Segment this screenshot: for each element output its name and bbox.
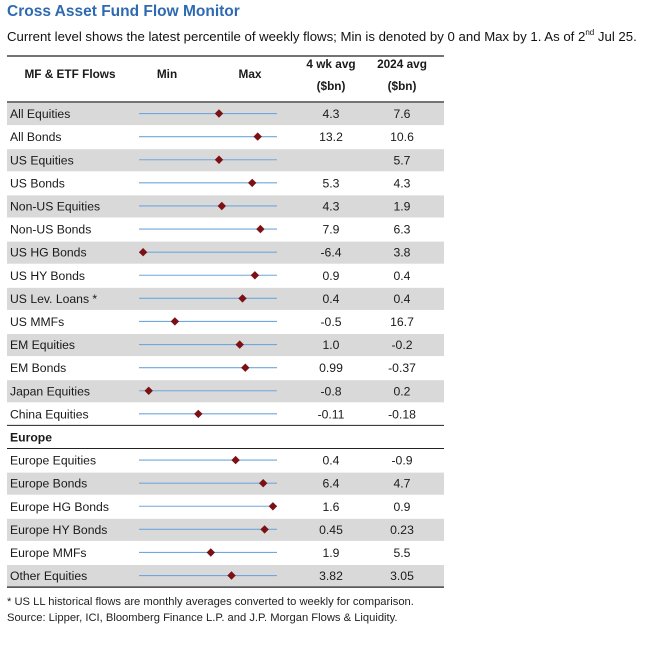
value-2024-us-equities: 5.7 [394,153,411,167]
chart-title: Cross Asset Fund Flow Monitor [7,3,240,20]
percentile-marker-europe-mmfs [206,548,215,557]
percentile-marker-europe-hg-bonds [268,502,278,511]
row-label-non-us-bonds: Non-US Bonds [10,223,91,237]
subtitle-date-suffix: Jul 25. [594,29,637,44]
percentile-marker-em-bonds [241,363,250,372]
value-4wk-all-equities: 4.3 [323,107,340,121]
value-4wk-us-mmfs: -0.5 [320,315,341,329]
row-label-us-bonds: US Bonds [10,176,65,190]
row-label-all-equities: All Equities [10,107,70,121]
value-2024-us-hg-bonds: 3.8 [394,246,411,260]
value-2024-non-us-bonds: 6.3 [394,223,411,237]
subtitle-text: Current level shows the latest percentil… [7,29,586,44]
row-label-other-equities: Other Equities [10,569,87,583]
value-2024-all-bonds: 10.6 [390,130,414,144]
percentile-marker-us-mmfs [170,317,180,326]
value-2024-europe-hy-bonds: 0.23 [390,523,414,537]
row-label-japan-equities: Japan Equities [10,384,90,398]
percentile-marker-non-us-bonds [256,224,265,234]
value-4wk-europe-bonds: 6.4 [323,477,340,491]
row-label-europe-bonds: Europe Bonds [10,477,87,491]
value-2024-em-bonds: -0.37 [388,361,416,375]
value-2024-europe-hg-bonds: 0.9 [394,500,411,514]
percentile-marker-other-equities [227,571,236,580]
percentile-marker-us-hg-bonds [138,248,148,257]
header-2024-avg: 2024 avg [377,57,427,71]
value-4wk-europe-hy-bonds: 0.45 [319,523,343,537]
value-4wk-us-hy-bonds: 0.9 [323,269,340,283]
row-label-em-bonds: EM Bonds [10,361,66,375]
value-4wk-europe-equities: 0.4 [323,454,340,468]
value-2024-em-equities: -0.2 [391,338,412,352]
percentile-marker-europe-equities [231,455,240,465]
header-label: MF & ETF Flows [24,67,116,81]
value-2024-europe-bonds: 4.7 [394,477,411,491]
row-label-all-bonds: All Bonds [10,130,62,144]
percentile-marker-non-us-equities [217,201,226,211]
value-2024-us-mmfs: 16.7 [390,315,414,329]
percentile-marker-china-equities [194,409,203,419]
value-2024-non-us-equities: 1.9 [394,199,411,213]
percentile-marker-all-equities [214,109,224,118]
value-4wk-us-hg-bonds: -6.4 [320,246,341,260]
subtitle-superscript: nd [585,28,595,37]
row-label-us-hg-bonds: US HG Bonds [10,246,87,260]
percentile-marker-us-bonds [248,178,257,188]
value-2024-all-equities: 7.6 [394,107,411,121]
value-4wk-japan-equities: -0.8 [320,384,341,398]
percentile-marker-all-bonds [253,132,262,141]
row-label-us-hy-bonds: US HY Bonds [10,269,85,283]
percentile-marker-europe-bonds [259,479,268,488]
row-label-europe-hg-bonds: Europe HG Bonds [10,500,109,514]
header-2024-unit: ($bn) [388,79,417,93]
value-4wk-all-bonds: 13.2 [319,130,343,144]
value-2024-us-hy-bonds: 0.4 [394,269,411,283]
row-label-europe-equities: Europe Equities [10,454,96,468]
footnote-source: Source: Lipper, ICI, Bloomberg Finance L… [7,612,398,624]
percentile-marker-japan-equities [144,386,153,395]
percentile-marker-europe-hy-bonds [260,525,269,534]
value-4wk-europe-mmfs: 1.9 [323,546,340,560]
value-4wk-china-equities: -0.11 [318,407,345,421]
chart-subtitle: Current level shows the latest percentil… [7,28,637,44]
value-2024-us-bonds: 4.3 [394,176,411,190]
row-label-non-us-equities: Non-US Equities [10,199,100,213]
value-2024-other-equities: 3.05 [390,569,414,583]
row-label-us-lev-loans: US Lev. Loans * [10,292,97,306]
percentile-marker-us-equities [214,155,224,164]
value-2024-japan-equities: 0.2 [394,384,411,398]
percentile-marker-us-hy-bonds [250,271,260,280]
header-4wk-avg: 4 wk avg [306,57,355,71]
section-heading-europe: Europe [10,430,52,444]
fund-flow-table: MF & ETF Flows Min Max 4 wk avg ($bn) 2024 av… [7,55,444,588]
row-label-china-equities: China Equities [10,407,89,421]
row-label-em-equities: EM Equities [10,338,75,352]
value-4wk-us-lev-loans: 0.4 [323,292,340,306]
value-2024-us-lev-loans: 0.4 [394,292,411,306]
row-label-europe-hy-bonds: Europe HY Bonds [10,523,107,537]
value-2024-europe-mmfs: 5.5 [394,546,411,560]
value-4wk-non-us-bonds: 7.9 [323,223,340,237]
header-max: Max [239,67,262,81]
percentile-marker-em-equities [235,340,244,349]
row-label-europe-mmfs: Europe MMFs [10,546,87,560]
header-4wk-unit: ($bn) [317,79,346,93]
footnote-lev-loans: * US LL historical flows are monthly ave… [7,596,414,608]
footnotes: * US LL historical flows are monthly ave… [7,594,414,626]
value-4wk-europe-hg-bonds: 1.6 [323,500,340,514]
value-4wk-em-bonds: 0.99 [319,361,343,375]
value-4wk-other-equities: 3.82 [319,569,343,583]
value-4wk-non-us-equities: 4.3 [323,199,340,213]
row-label-us-equities: US Equities [10,153,74,167]
row-label-us-mmfs: US MMFs [10,315,64,329]
percentile-marker-us-lev-loans [238,294,247,303]
header-min: Min [157,67,177,81]
value-2024-china-equities: -0.18 [388,407,416,421]
value-4wk-em-equities: 1.0 [323,338,340,352]
value-2024-europe-equities: -0.9 [391,454,412,468]
value-4wk-us-bonds: 5.3 [323,176,340,190]
